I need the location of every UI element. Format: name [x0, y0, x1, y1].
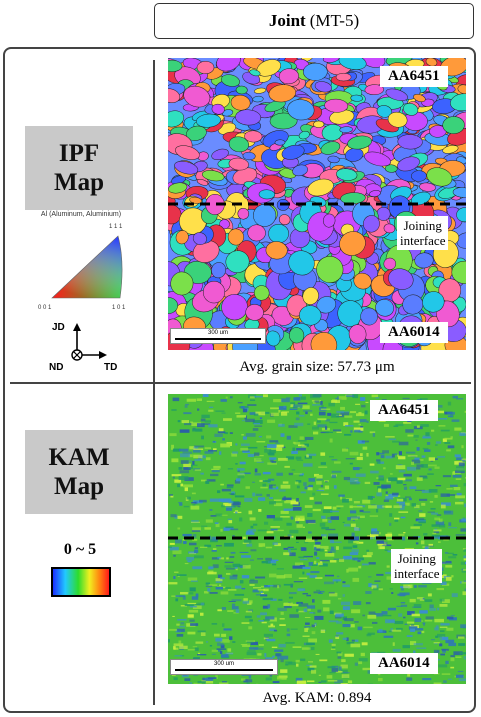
kam-color-scale	[51, 567, 111, 597]
kam-bottom-alloy-label: AA6014	[370, 653, 438, 674]
axis-label-jd: JD	[52, 322, 65, 333]
header-bold: Joint	[268, 11, 306, 30]
kam-caption: Avg. KAM: 0.894	[262, 690, 372, 706]
triangle-label-111: 1 1 1	[109, 224, 123, 230]
ipf-caption: Avg. grain size: 57.73 μm	[239, 359, 395, 375]
ipf-top-alloy-label: AA6451	[380, 66, 448, 87]
kam-label-box: KAM Map	[25, 430, 133, 514]
kam-label-line1: KAM	[48, 444, 110, 471]
kam-map-image	[168, 394, 466, 684]
ipf-scale-text: 300 um	[207, 330, 228, 336]
ipf-legend-title: Al (Aluminum, Aluminium)	[40, 211, 122, 218]
ipf-color-triangle	[51, 235, 123, 299]
ipf-bottom-alloy-label: AA6014	[380, 322, 448, 343]
kam-interface-line1: Joining	[397, 551, 436, 566]
ipf-interface-line1: Joining	[403, 218, 442, 233]
row-divider	[10, 382, 471, 384]
ipf-map-image	[168, 58, 466, 350]
column-header: Joint (MT-5)	[154, 3, 474, 39]
kam-scale-bar: 300 um	[170, 659, 278, 675]
kam-label-line2: Map	[54, 473, 104, 500]
triangle-label-101: 1 0 1	[112, 305, 126, 311]
ipf-label-box: IPF Map	[25, 126, 133, 210]
axis-label-td: TD	[104, 362, 118, 373]
triangle-label-001: 0 0 1	[38, 305, 52, 311]
axes-icon	[71, 323, 107, 361]
ipf-scale-bar: 300 um	[170, 328, 266, 344]
ipf-interface-label: Joining interface	[397, 216, 449, 250]
kam-range-label: 0 ~ 5	[63, 541, 97, 558]
kam-interface-line	[168, 536, 466, 540]
ipf-label-line1: IPF	[58, 140, 100, 167]
kam-interface-label: Joining interface	[391, 549, 443, 583]
ipf-interface-line2: interface	[400, 233, 446, 248]
kam-scale-text: 300 um	[213, 661, 234, 667]
kam-interface-line2: interface	[394, 566, 440, 581]
ipf-interface-line	[168, 202, 466, 206]
ipf-label-line2: Map	[54, 169, 104, 196]
figure-frame	[3, 47, 476, 713]
axis-label-nd: ND	[49, 362, 64, 373]
header-rest: (MT-5)	[309, 11, 360, 30]
kam-top-alloy-label: AA6451	[370, 400, 438, 421]
